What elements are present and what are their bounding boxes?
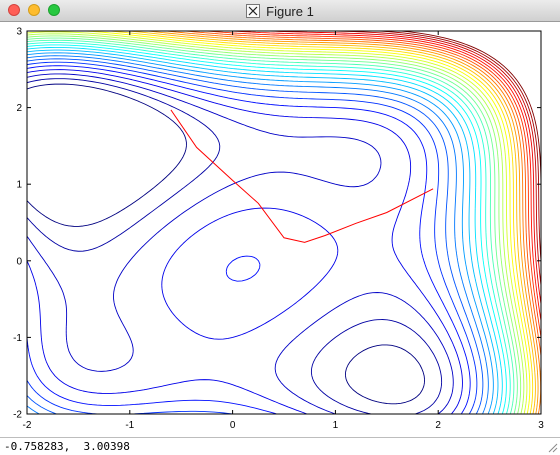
contour-line <box>27 39 515 414</box>
contour-line <box>27 55 489 414</box>
x-tick-label: 2 <box>435 420 441 431</box>
x-tick-label: -1 <box>125 420 134 431</box>
contour-lines <box>27 31 541 414</box>
y-tick-label: 3 <box>16 27 22 38</box>
window-titlebar[interactable]: Figure 1 <box>0 0 560 22</box>
contour-line <box>27 73 454 414</box>
contour-line <box>206 31 541 338</box>
axes-box <box>26 30 542 415</box>
contour-line <box>27 37 518 414</box>
y-tick-label: 0 <box>16 256 22 267</box>
contour-line <box>335 31 541 286</box>
contour-line <box>85 31 531 414</box>
x-tick-label: 3 <box>538 420 544 431</box>
x11-icon <box>246 4 261 18</box>
y-tick-label: 2 <box>16 103 22 114</box>
x-tick-label: -2 <box>23 420 32 431</box>
contour-plot[interactable]: -2 -1 0 1 2 3 3 2 1 0 -1 -2 <box>0 22 560 437</box>
contour-line <box>27 52 494 414</box>
zoom-button[interactable] <box>48 4 60 16</box>
contour-line <box>27 69 463 414</box>
x-tick-label: 0 <box>230 420 236 431</box>
close-button[interactable] <box>8 4 20 16</box>
contour-line <box>269 31 541 305</box>
optimization-path <box>170 109 434 243</box>
y-tick-label: -2 <box>13 410 22 421</box>
contour-line <box>27 49 499 414</box>
contour-line <box>27 42 511 414</box>
contour-line <box>27 44 507 414</box>
window-title: Figure 1 <box>266 3 314 19</box>
x-tick-label: 1 <box>333 420 339 431</box>
contour-line <box>27 35 522 414</box>
contour-line <box>27 47 503 414</box>
contour-line <box>129 31 536 414</box>
contour-line <box>27 65 471 414</box>
resize-grip-icon[interactable] <box>546 441 558 453</box>
status-bar: -0.758283, 3.00398 <box>0 437 560 455</box>
figure-canvas[interactable]: -2 -1 0 1 2 3 3 2 1 0 -1 -2 <box>0 22 560 437</box>
contour-line <box>27 83 425 405</box>
window-title-group: Figure 1 <box>0 0 560 22</box>
contour-line <box>27 31 528 414</box>
contour-line <box>27 78 443 414</box>
cursor-coordinates: -0.758283, 3.00398 <box>4 440 130 453</box>
minimize-button[interactable] <box>28 4 40 16</box>
contour-line <box>27 33 525 414</box>
contour-line <box>27 58 484 414</box>
y-tick-label: -1 <box>13 333 22 344</box>
contour-line <box>232 31 541 321</box>
contour-line <box>27 61 478 414</box>
y-tick-label: 1 <box>16 180 22 191</box>
